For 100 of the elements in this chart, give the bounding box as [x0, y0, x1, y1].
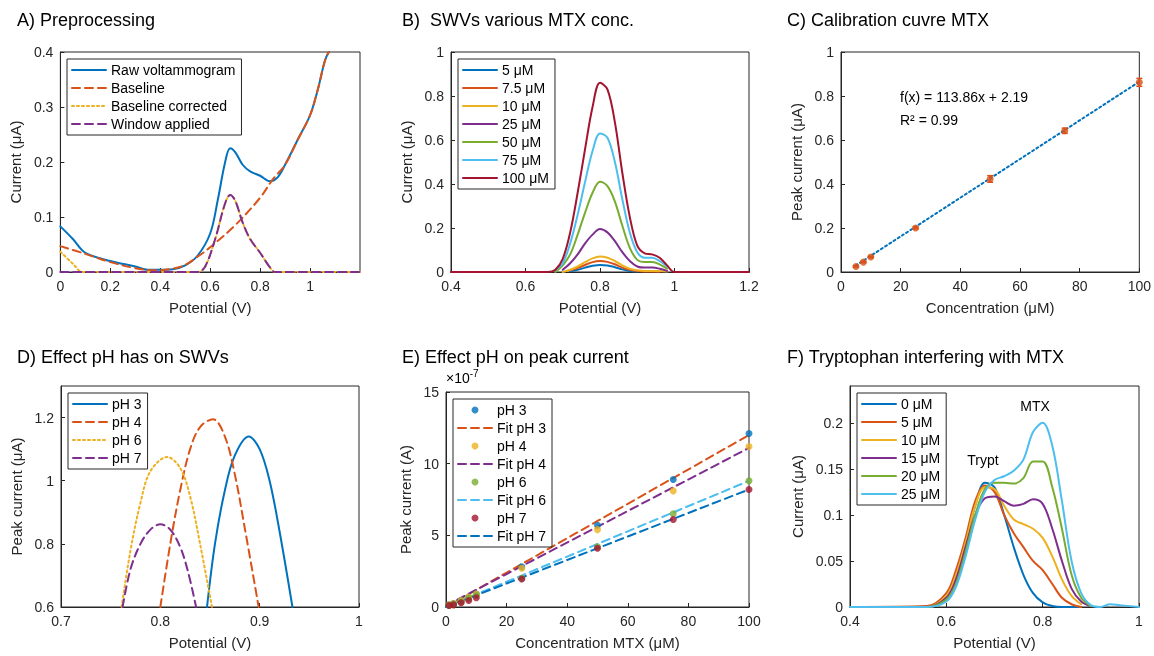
- legend-label: pH 7: [497, 510, 527, 526]
- x-tick-label: 0.8: [150, 613, 171, 629]
- legend-label: 100 μM: [502, 170, 549, 186]
- y-tick-label: 0.8: [34, 535, 55, 552]
- y-tick-label: 5: [431, 527, 440, 544]
- y-tick-label: 0.15: [815, 460, 844, 477]
- legend-label: pH 4: [112, 414, 142, 430]
- x-tick-label: 20: [498, 613, 515, 629]
- y-tick-label: 1: [436, 44, 445, 60]
- x-tick-label: 1.2: [739, 278, 759, 294]
- x-tick-label: 0.6: [515, 278, 536, 294]
- y-tick-label: 0.6: [814, 132, 835, 148]
- x-tick-label: 0.8: [250, 278, 271, 294]
- legend-label: 75 μM: [502, 152, 542, 168]
- y-tick-label: 0.8: [814, 88, 835, 104]
- legend-label: Fit pH 6: [497, 492, 547, 508]
- legend-label: 20 μM: [901, 468, 941, 484]
- legend-label: pH 6: [112, 432, 142, 448]
- legend-label: pH 3: [497, 402, 527, 418]
- x-tick-label: 0.4: [840, 613, 860, 629]
- x-tick-label: 40: [559, 613, 576, 629]
- x-tick-label: 0.6: [200, 278, 221, 294]
- y-tick-label: 0.6: [424, 132, 445, 148]
- x-axis-title: Potential (V): [168, 299, 252, 316]
- legend-label: pH 3: [112, 396, 142, 412]
- legend-label: pH 6: [497, 474, 527, 490]
- x-tick-label: 60: [620, 613, 636, 629]
- x-axis-title: Potential (V): [558, 299, 642, 316]
- x-tick-label: 0.7: [51, 613, 71, 629]
- y-tick-label: 0.4: [33, 44, 54, 60]
- y-tick-label: 0.2: [823, 414, 844, 431]
- legend-label: 5 μM: [901, 414, 933, 430]
- y-tick-label: 1: [826, 44, 835, 60]
- y-tick-label: 0.2: [814, 220, 835, 236]
- x-tick-label: 0: [56, 278, 65, 294]
- x-tick-label: 80: [680, 613, 697, 629]
- legend-label: pH 7: [112, 450, 142, 466]
- y-tick-label: 15: [423, 384, 440, 400]
- y-tick-label: 10: [423, 455, 440, 472]
- y-tick-label: 0.4: [424, 176, 445, 192]
- x-tick-label: 1: [1135, 613, 1144, 629]
- x-tick-label: 0.8: [590, 278, 610, 294]
- x-tick-label: 0.8: [1032, 613, 1053, 629]
- y-tick-label: 0: [826, 264, 835, 280]
- legend-label: Fit pH 4: [497, 456, 547, 472]
- x-tick-label: 0.2: [100, 278, 121, 294]
- y-axis-title: Peak current (μA): [7, 437, 25, 556]
- x-tick-label: 100: [737, 613, 761, 629]
- annotation: R² = 0.99: [900, 112, 959, 128]
- y-tick-label: 0.05: [815, 552, 844, 569]
- legend-label: 50 μM: [502, 134, 542, 150]
- y-tick-label: 0: [431, 599, 440, 615]
- x-tick-label: 1: [355, 613, 364, 629]
- x-axis-title: Potential (V): [168, 634, 252, 651]
- y-tick-label: 0: [45, 264, 54, 280]
- y-tick-label: 0.1: [823, 506, 844, 523]
- y-tick-label: 0: [835, 599, 844, 615]
- y-tick-label: 0.6: [34, 599, 55, 615]
- x-axis-title: Concentration MTX (μM): [515, 634, 680, 651]
- x-tick-label: 0.6: [936, 613, 957, 629]
- legend-label: Window applied: [111, 116, 210, 132]
- annotation: MTX: [1020, 398, 1051, 414]
- y-tick-label: 1.2: [34, 409, 55, 426]
- y-axis-title: Peak current (μA): [787, 103, 805, 221]
- legend-label: Raw voltammogram: [111, 62, 236, 78]
- legend-label: 5 μM: [502, 62, 534, 78]
- y-tick-label: 0.2: [424, 220, 445, 236]
- chart-title: B) SWVs various MTX conc.: [402, 10, 635, 30]
- legend-label: 0 μM: [901, 396, 933, 412]
- legend-label: 10 μM: [901, 432, 941, 448]
- legend-label: pH 4: [497, 438, 527, 454]
- legend-label: 25 μM: [901, 486, 941, 502]
- y-axis-title: Current (μA): [397, 120, 415, 204]
- y-axis-title: Peak current (A): [396, 444, 414, 555]
- y-tick-label: 0.4: [814, 176, 835, 192]
- x-tick-label: 60: [1012, 278, 1028, 294]
- x-tick-label: 0.4: [150, 278, 171, 294]
- x-tick-label: 1: [670, 278, 679, 294]
- x-tick-label: 20: [892, 278, 909, 294]
- legend-label: Baseline: [111, 80, 165, 96]
- legend-label: 25 μM: [502, 116, 542, 132]
- y-tick-label: 0: [436, 264, 445, 280]
- chart-title: D) Effect pH has on SWVs: [17, 347, 229, 367]
- y-tick-label: 0.2: [33, 154, 54, 170]
- y-tick-label: 1: [46, 472, 55, 489]
- x-axis-title: Concentration (μM): [925, 299, 1055, 316]
- x-tick-label: 40: [952, 278, 969, 294]
- legend-label: Baseline corrected: [111, 98, 227, 114]
- y-tick-label: 0.1: [33, 209, 54, 225]
- annotation: Trypt: [967, 452, 999, 468]
- x-tick-label: 0.9: [249, 613, 270, 629]
- y-axis-title: Current (μA): [788, 455, 806, 538]
- legend-label: Fit pH 3: [497, 420, 547, 436]
- chart-title: E) Effect pH on peak current: [402, 347, 629, 367]
- chart-title: A) Preprocessing: [17, 10, 156, 30]
- y-tick-label: 0.3: [33, 99, 54, 115]
- chart-title: C) Calibration cuvre MTX: [787, 10, 990, 30]
- x-tick-label: 100: [1127, 278, 1152, 294]
- legend-label: 15 μM: [901, 450, 941, 466]
- y-axis-title: Current (μA): [7, 120, 24, 204]
